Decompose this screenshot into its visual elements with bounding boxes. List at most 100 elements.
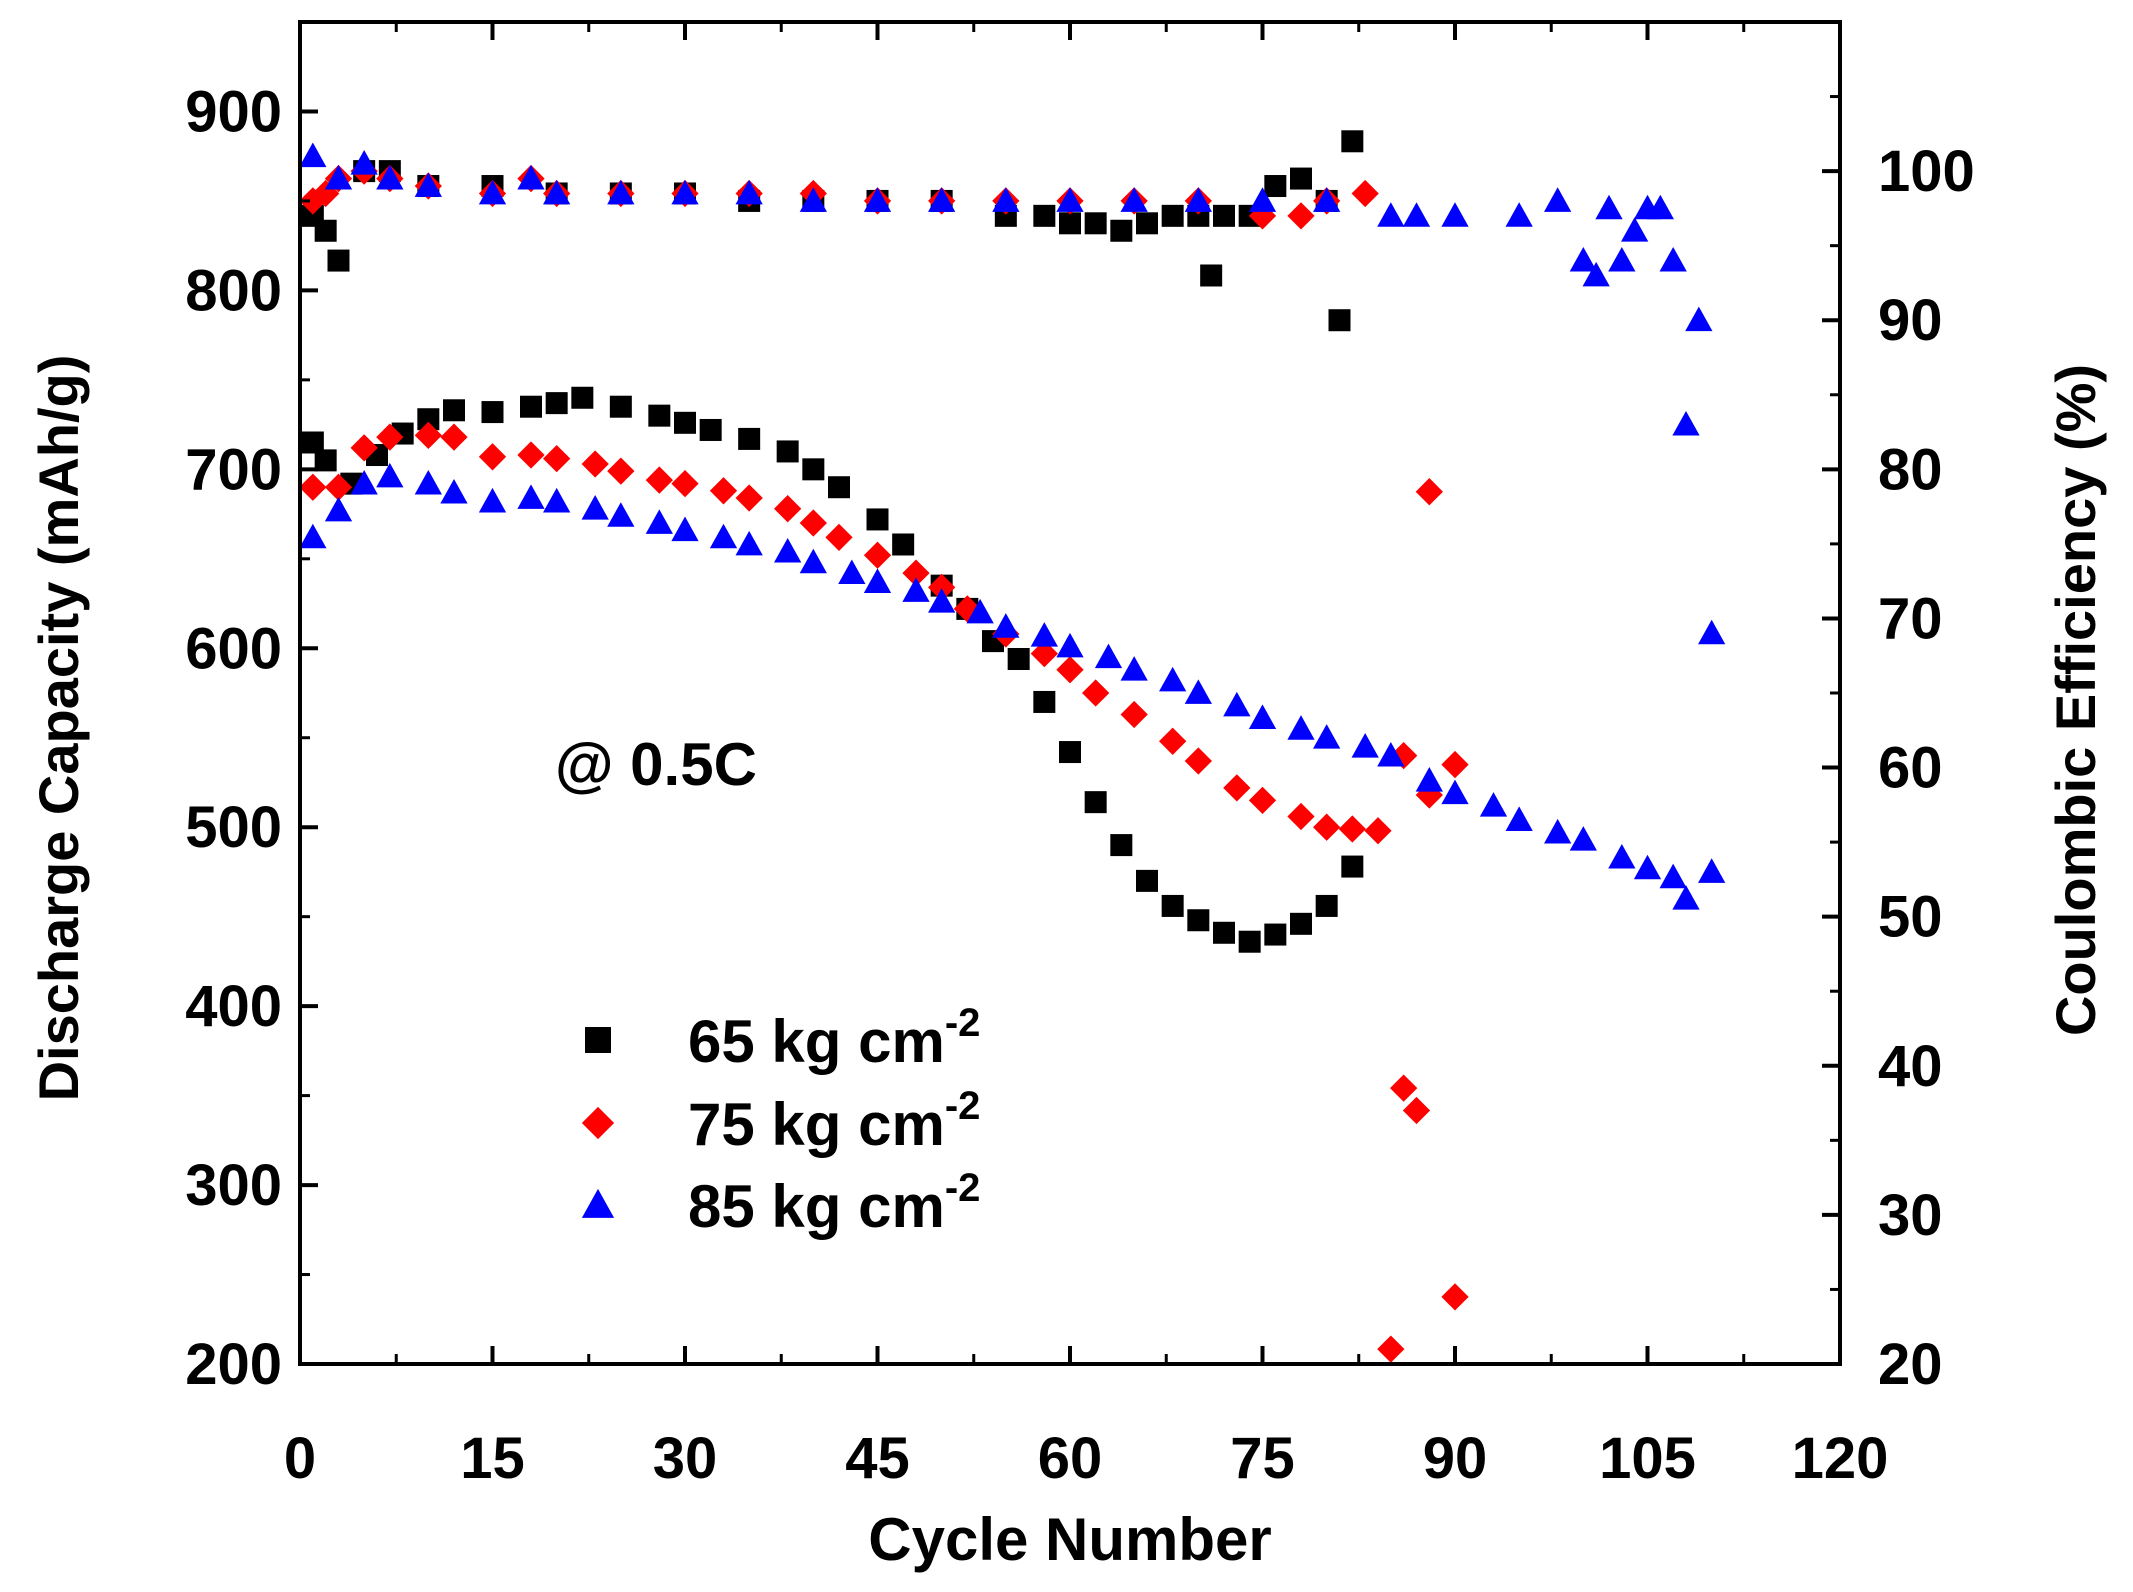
data-point bbox=[581, 450, 609, 478]
data-point bbox=[1328, 309, 1351, 332]
data-point bbox=[902, 559, 930, 587]
data-point bbox=[324, 164, 353, 190]
axes bbox=[298, 20, 1842, 1366]
data-point bbox=[1390, 1074, 1418, 1102]
data-point bbox=[1569, 246, 1597, 272]
data-point bbox=[799, 548, 827, 574]
data-point bbox=[709, 523, 738, 549]
legend: 65 kg cm-2 75 kg cm-2 85 kg cm-2 bbox=[581, 1001, 980, 1240]
data-point bbox=[414, 421, 442, 449]
data-point bbox=[1223, 774, 1251, 802]
data-point bbox=[440, 423, 468, 451]
data-point bbox=[1595, 194, 1623, 220]
data-point bbox=[478, 487, 507, 513]
data-point bbox=[1544, 187, 1572, 212]
y-right-tick-label: 20 bbox=[1878, 1332, 1943, 1397]
data-point bbox=[520, 395, 542, 418]
y-right-tick-label: 100 bbox=[1878, 139, 1975, 204]
data-point bbox=[1569, 826, 1597, 851]
data-point bbox=[1120, 700, 1148, 729]
data-point bbox=[1056, 632, 1084, 658]
data-point bbox=[928, 588, 956, 613]
data-point bbox=[1120, 187, 1148, 212]
y-right-tick-label: 50 bbox=[1878, 885, 1943, 950]
data-point bbox=[1290, 912, 1312, 935]
data-point bbox=[1313, 187, 1341, 212]
x-tick-label: 15 bbox=[460, 1426, 525, 1491]
data-point bbox=[1685, 306, 1713, 332]
data-point bbox=[1030, 639, 1058, 668]
x-tick-label: 120 bbox=[1792, 1426, 1889, 1491]
data-point bbox=[1621, 217, 1649, 242]
data-point bbox=[1315, 894, 1338, 917]
legend-item: 85 kg cm-2 bbox=[581, 1166, 980, 1240]
data-point bbox=[1056, 187, 1084, 212]
data-point bbox=[1402, 202, 1431, 227]
legend-label: 75 kg cm-2 bbox=[688, 1084, 980, 1158]
data-point bbox=[674, 411, 696, 434]
data-point bbox=[1633, 854, 1662, 880]
data-point bbox=[543, 487, 571, 513]
legend-label: 85 kg cm-2 bbox=[688, 1166, 980, 1240]
data-point bbox=[709, 477, 738, 505]
data-point bbox=[866, 508, 889, 531]
y-left-tick-label: 600 bbox=[185, 616, 282, 681]
data-point bbox=[1033, 204, 1056, 227]
data-point bbox=[1313, 724, 1341, 749]
data-point bbox=[314, 219, 337, 242]
x-axis-label: Cycle Number bbox=[868, 1506, 1271, 1573]
data-point bbox=[1007, 648, 1030, 671]
data-point bbox=[1030, 622, 1058, 647]
data-point bbox=[327, 249, 350, 272]
data-point bbox=[607, 179, 635, 205]
data-point bbox=[1136, 869, 1158, 892]
data-point bbox=[1364, 817, 1392, 845]
series-efficiency-triangle bbox=[299, 142, 1726, 645]
data-point bbox=[1110, 834, 1133, 857]
y-axis-right-label: Coulombic Efficiency (%) bbox=[2044, 364, 2107, 1036]
legend-marker bbox=[581, 1106, 615, 1140]
data-point bbox=[1698, 619, 1726, 645]
data-point bbox=[735, 530, 763, 556]
data-point bbox=[571, 386, 594, 409]
legend-item: 75 kg cm-2 bbox=[581, 1084, 980, 1158]
data-point bbox=[1187, 909, 1210, 932]
data-point bbox=[299, 473, 327, 501]
y-left-tick-label: 900 bbox=[185, 79, 282, 144]
data-point bbox=[1248, 202, 1277, 230]
data-point bbox=[735, 484, 763, 512]
data-point bbox=[1415, 767, 1443, 792]
data-point bbox=[1659, 246, 1687, 272]
data-point bbox=[1084, 212, 1107, 235]
data-point bbox=[1672, 410, 1700, 436]
data-point bbox=[1505, 202, 1533, 227]
data-point bbox=[1120, 656, 1148, 681]
data-point bbox=[1082, 679, 1110, 707]
legend-label: 65 kg cm-2 bbox=[688, 1001, 980, 1075]
data-point bbox=[607, 457, 635, 485]
data-point bbox=[1377, 202, 1405, 227]
data-point bbox=[1184, 187, 1212, 212]
data-point bbox=[1056, 656, 1084, 684]
data-point bbox=[1159, 727, 1187, 755]
data-point bbox=[1341, 855, 1364, 878]
data-point bbox=[992, 613, 1020, 638]
data-point bbox=[1402, 1096, 1431, 1125]
y-right-tick-label: 40 bbox=[1878, 1034, 1943, 1099]
data-point bbox=[1338, 815, 1366, 843]
data-point bbox=[350, 434, 378, 462]
data-point bbox=[1110, 219, 1133, 242]
data-point bbox=[1184, 747, 1212, 775]
data-point bbox=[1238, 930, 1261, 953]
data-point bbox=[802, 458, 825, 481]
x-tick-label: 30 bbox=[653, 1426, 718, 1491]
data-point bbox=[1287, 202, 1315, 230]
data-point bbox=[414, 470, 442, 495]
data-point bbox=[1059, 741, 1081, 764]
data-point bbox=[1505, 806, 1533, 831]
data-point bbox=[1313, 813, 1341, 841]
data-point bbox=[671, 470, 699, 498]
data-point bbox=[1200, 264, 1223, 287]
data-point bbox=[299, 142, 327, 168]
